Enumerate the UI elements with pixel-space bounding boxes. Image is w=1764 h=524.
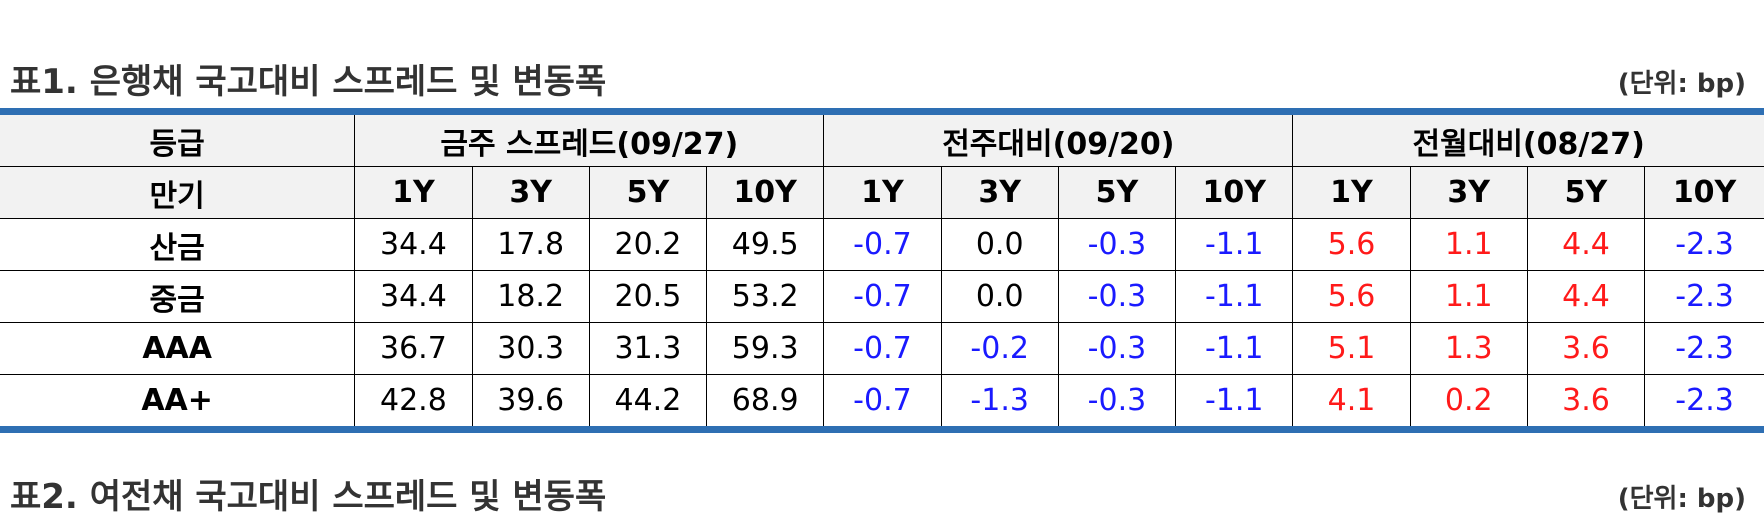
table-cell: 49.5 xyxy=(706,218,824,271)
table-cell: -0.3 xyxy=(1057,218,1176,271)
table-cell: 3.6 xyxy=(1526,374,1645,426)
table1-unit: (단위: bp) xyxy=(1617,69,1746,99)
table-cell: 0.2 xyxy=(1409,374,1528,426)
table-cell: -1.3 xyxy=(940,374,1059,426)
table2-unit: (단위: bp) xyxy=(1617,484,1746,514)
maturity-header: 1Y xyxy=(1292,166,1411,219)
table1-top-bar xyxy=(0,108,1764,115)
table2-title: 표2. 여전채 국고대비 스프레드 및 변동폭 xyxy=(10,477,607,517)
table-cell: -1.1 xyxy=(1175,374,1293,426)
table-cell: 0.0 xyxy=(940,218,1059,271)
table-cell: -0.7 xyxy=(823,218,942,271)
table-cell: 4.4 xyxy=(1526,270,1645,323)
table-cell: -2.3 xyxy=(1644,218,1764,271)
header-grade: 등급 xyxy=(0,115,355,167)
table-cell: 5.6 xyxy=(1292,218,1411,271)
table-cell: 36.7 xyxy=(354,322,473,375)
table-cell: -2.3 xyxy=(1644,374,1764,426)
table-cell: 20.5 xyxy=(588,270,707,323)
header-group-current: 금주 스프레드(09/27) xyxy=(354,115,824,167)
spread-table: 등급 금주 스프레드(09/27) 전주대비(09/20) 전월대비(08/27… xyxy=(0,115,1764,426)
maturity-header: 5Y xyxy=(1526,166,1645,219)
maturity-header: 1Y xyxy=(823,166,942,219)
table-row: 산금 34.4 17.8 20.2 49.5 -0.7 0.0 -0.3 -1.1 5.6 1.1 4… xyxy=(0,218,1764,271)
table-cell: 17.8 xyxy=(471,218,590,271)
maturity-header: 10Y xyxy=(706,166,824,219)
maturity-header: 5Y xyxy=(1057,166,1176,219)
maturity-header: 3Y xyxy=(940,166,1059,219)
table-cell: 1.1 xyxy=(1409,270,1528,323)
table1: 등급 금주 스프레드(09/27) 전주대비(09/20) 전월대비(08/27… xyxy=(0,108,1764,433)
maturity-header: 1Y xyxy=(354,166,473,219)
table-cell: -0.3 xyxy=(1057,374,1176,426)
table-cell: 39.6 xyxy=(471,374,590,426)
table1-title-row: 표1. 은행채 국고대비 스프레드 및 변동폭 (단위: bp) xyxy=(0,60,1764,104)
maturity-header: 3Y xyxy=(1409,166,1528,219)
table2-title-row: 표2. 여전채 국고대비 스프레드 및 변동폭 (단위: bp) xyxy=(0,475,1764,519)
maturity-header: 5Y xyxy=(588,166,707,219)
table-cell: 18.2 xyxy=(471,270,590,323)
table-cell: 4.1 xyxy=(1292,374,1411,426)
table-cell: -1.1 xyxy=(1175,270,1293,323)
table-cell: 1.1 xyxy=(1409,218,1528,271)
header-row-maturity: 만기 1Y 3Y 5Y 10Y 1Y 3Y 5Y 10Y 1Y 3Y 5Y 10… xyxy=(0,166,1764,219)
table-row: AAA 36.7 30.3 31.3 59.3 -0.7 -0.2 -0.3 -1.1 5.1 1.… xyxy=(0,322,1764,375)
table-cell: -0.7 xyxy=(823,270,942,323)
table-cell: 5.1 xyxy=(1292,322,1411,375)
row-label: 중금 xyxy=(0,270,355,323)
table-row: 중금 34.4 18.2 20.5 53.2 -0.7 0.0 -0.3 -1.1 5.6 1.1 4… xyxy=(0,270,1764,323)
table-cell: 59.3 xyxy=(706,322,824,375)
maturity-header: 3Y xyxy=(471,166,590,219)
header-row-groups: 등급 금주 스프레드(09/27) 전주대비(09/20) 전월대비(08/27… xyxy=(0,115,1764,167)
table-cell: 31.3 xyxy=(588,322,707,375)
row-label: 산금 xyxy=(0,218,355,271)
table-row: AA+ 42.8 39.6 44.2 68.9 -0.7 -1.3 -0.3 -1.1 4.1 0.… xyxy=(0,374,1764,426)
table-cell: 5.6 xyxy=(1292,270,1411,323)
maturity-header: 10Y xyxy=(1175,166,1293,219)
table-cell: 20.2 xyxy=(588,218,707,271)
table-cell: 34.4 xyxy=(354,218,473,271)
table-cell: -0.2 xyxy=(940,322,1059,375)
table-cell: 53.2 xyxy=(706,270,824,323)
header-maturity: 만기 xyxy=(0,166,355,219)
table-cell: 34.4 xyxy=(354,270,473,323)
table-cell: -2.3 xyxy=(1644,270,1764,323)
table-cell: 3.6 xyxy=(1526,322,1645,375)
table-cell: -0.3 xyxy=(1057,322,1176,375)
table-cell: -0.7 xyxy=(823,374,942,426)
table-cell: 30.3 xyxy=(471,322,590,375)
table1-bottom-bar xyxy=(0,426,1764,433)
table-cell: -0.7 xyxy=(823,322,942,375)
table-cell: -0.3 xyxy=(1057,270,1176,323)
table-cell: -2.3 xyxy=(1644,322,1764,375)
table-cell: 0.0 xyxy=(940,270,1059,323)
table-cell: -1.1 xyxy=(1175,322,1293,375)
header-group-weekly: 전주대비(09/20) xyxy=(823,115,1293,167)
table-cell: 1.3 xyxy=(1409,322,1528,375)
row-label: AA+ xyxy=(0,374,355,426)
table-cell: 4.4 xyxy=(1526,218,1645,271)
header-group-monthly: 전월대비(08/27) xyxy=(1292,115,1764,167)
row-label: AAA xyxy=(0,322,355,375)
table-cell: 44.2 xyxy=(588,374,707,426)
table-cell: 42.8 xyxy=(354,374,473,426)
table1-title: 표1. 은행채 국고대비 스프레드 및 변동폭 xyxy=(10,62,607,102)
table-cell: -1.1 xyxy=(1175,218,1293,271)
maturity-header: 10Y xyxy=(1644,166,1764,219)
table-cell: 68.9 xyxy=(706,374,824,426)
